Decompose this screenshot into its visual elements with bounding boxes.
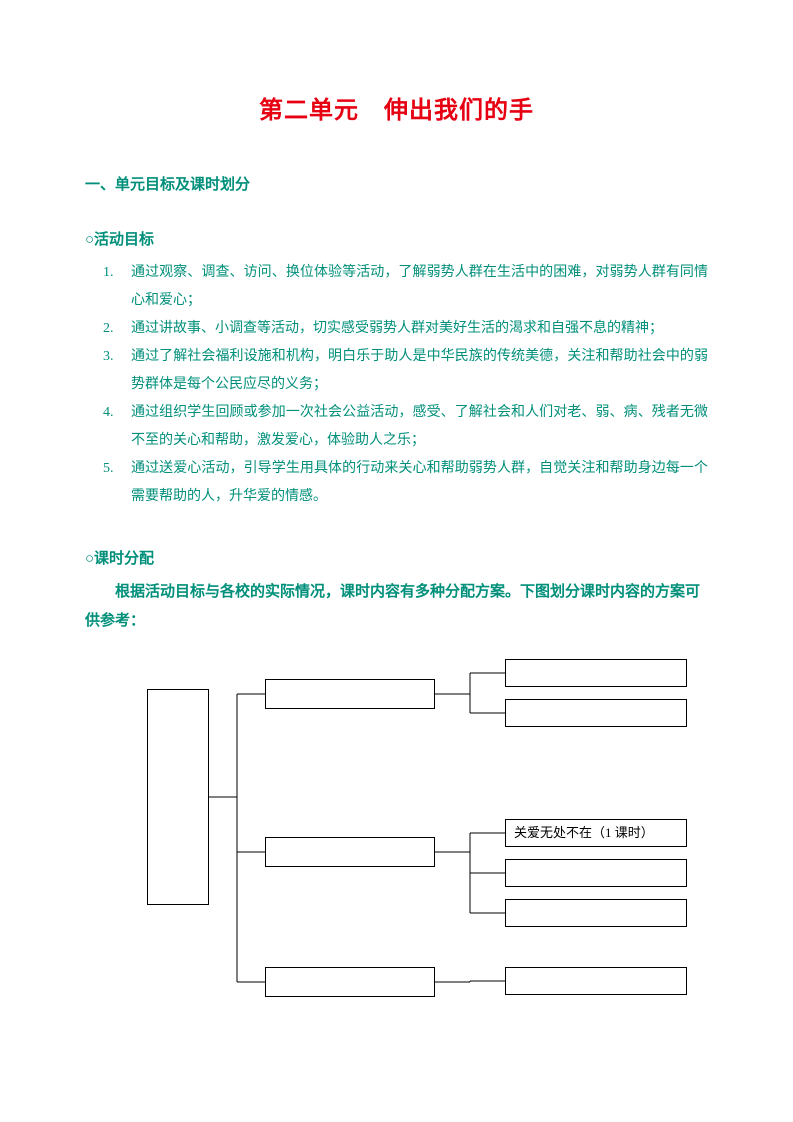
- goal-number: 3.: [85, 343, 131, 399]
- goal-item: 4. 通过组织学生回顾或参加一次社会公益活动，感受、了解社会和人们对老、弱、病、…: [85, 399, 708, 455]
- goals-list: 1. 通过观察、调查、访问、换位体验等活动，了解弱势人群在生活中的困难，对弱势人…: [85, 259, 708, 511]
- goal-text: 通过观察、调查、访问、换位体验等活动，了解弱势人群在生活中的困难，对弱势人群有同…: [131, 259, 708, 315]
- diagram-node-r2: [505, 699, 687, 727]
- goal-text: 通过送爱心活动，引导学生用具体的行动来关心和帮助弱势人群，自觉关注和帮助身边每一…: [131, 455, 708, 511]
- goals-heading: ○活动目标: [85, 228, 708, 249]
- goal-number: 1.: [85, 259, 131, 315]
- goal-text: 通过讲故事、小调查等活动，切实感受弱势人群对美好生活的渴求和自强不息的精神；: [131, 315, 708, 343]
- goal-item: 5. 通过送爱心活动，引导学生用具体的行动来关心和帮助弱势人群，自觉关注和帮助身…: [85, 455, 708, 511]
- diagram-node-r5: [505, 899, 687, 927]
- diagram-node-mid2: [265, 837, 435, 867]
- diagram-node-mid3: [265, 967, 435, 997]
- alloc-heading: ○课时分配: [85, 547, 708, 568]
- goal-item: 3. 通过了解社会福利设施和机构，明白乐于助人是中华民族的传统美德，关注和帮助社…: [85, 343, 708, 399]
- diagram-node-mid1: [265, 679, 435, 709]
- goal-item: 2. 通过讲故事、小调查等活动，切实感受弱势人群对美好生活的渴求和自强不息的精神…: [85, 315, 708, 343]
- goal-number: 4.: [85, 399, 131, 455]
- goal-text: 通过组织学生回顾或参加一次社会公益活动，感受、了解社会和人们对老、弱、病、残者无…: [131, 399, 708, 455]
- lesson-allocation-diagram: 关爱无处不在（1 课时）: [85, 659, 705, 1039]
- goal-number: 5.: [85, 455, 131, 511]
- page-title: 第二单元 伸出我们的手: [85, 90, 708, 125]
- diagram-node-r4: [505, 859, 687, 887]
- goal-text: 通过了解社会福利设施和机构，明白乐于助人是中华民族的传统美德，关注和帮助社会中的…: [131, 343, 708, 399]
- diagram-node-r3: 关爱无处不在（1 课时）: [505, 819, 687, 847]
- diagram-node-r1: [505, 659, 687, 687]
- alloc-description: 根据活动目标与各校的实际情况，课时内容有多种分配方案。下图划分课时内容的方案可供…: [85, 578, 708, 635]
- goal-number: 2.: [85, 315, 131, 343]
- section-heading: 一、单元目标及课时划分: [85, 173, 708, 194]
- goal-item: 1. 通过观察、调查、访问、换位体验等活动，了解弱势人群在生活中的困难，对弱势人…: [85, 259, 708, 315]
- diagram-node-r6: [505, 967, 687, 995]
- diagram-node-root: [147, 689, 209, 905]
